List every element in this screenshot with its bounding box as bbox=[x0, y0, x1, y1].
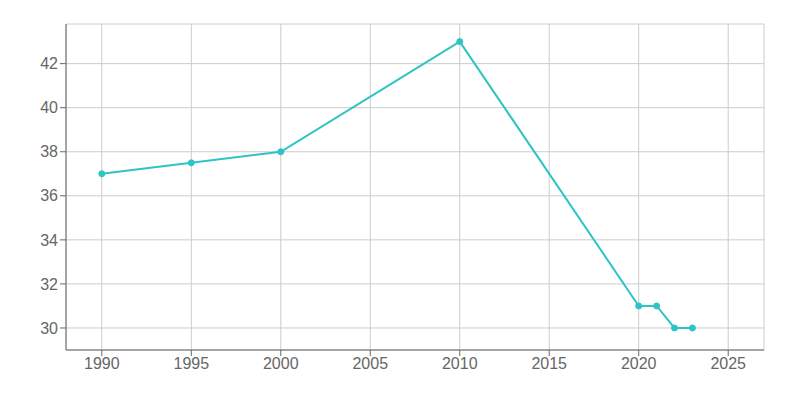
svg-text:34: 34 bbox=[40, 232, 58, 249]
svg-text:40: 40 bbox=[40, 99, 58, 116]
svg-text:32: 32 bbox=[40, 276, 58, 293]
svg-text:30: 30 bbox=[40, 320, 58, 337]
svg-text:42: 42 bbox=[40, 55, 58, 72]
svg-text:2025: 2025 bbox=[710, 355, 746, 372]
svg-text:2005: 2005 bbox=[352, 355, 388, 372]
svg-text:2015: 2015 bbox=[531, 355, 567, 372]
svg-text:1995: 1995 bbox=[173, 355, 209, 372]
svg-text:38: 38 bbox=[40, 143, 58, 160]
svg-text:2010: 2010 bbox=[442, 355, 478, 372]
svg-text:2020: 2020 bbox=[621, 355, 657, 372]
svg-text:36: 36 bbox=[40, 187, 58, 204]
svg-text:1990: 1990 bbox=[84, 355, 120, 372]
svg-text:2000: 2000 bbox=[263, 355, 299, 372]
